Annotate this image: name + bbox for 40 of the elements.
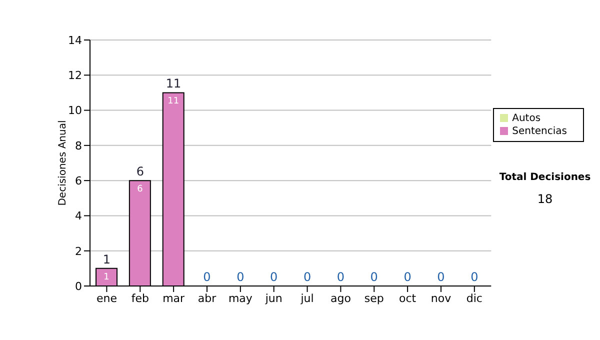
data-label: 11 [168,96,180,107]
x-tick-label: dic [466,292,482,305]
x-tick-label: may [228,292,253,305]
total-label: 0 [370,270,378,284]
total-label: 0 [404,270,412,284]
x-tick-label: sep [364,292,384,305]
y-tick-label: 12 [68,69,82,82]
text: Total Decisiones [498,172,592,183]
x-tick-label: jun [264,292,282,305]
total-label: 6 [136,164,144,179]
y-tick-label: 2 [75,244,82,258]
total-label: 11 [166,76,182,91]
total-label: 0 [437,270,445,284]
y-tick-label: 14 [68,34,82,47]
y-tick-label: 4 [75,210,82,223]
y-tick-label: 0 [75,280,82,293]
data-label: 1 [104,272,110,282]
y-tick-label: 10 [68,104,82,118]
x-tick-label: nov [430,292,452,305]
x-tick-label: oct [399,292,417,305]
text: 18 [536,192,554,206]
x-tick-label: feb [131,292,149,305]
x-tick-label: abr [198,292,217,305]
total-label: 0 [203,270,211,284]
total-label: 1 [102,252,111,266]
x-tick-label: mar [162,292,186,305]
y-tick-label: 6 [75,174,82,188]
x-tick-label: ago [330,292,352,305]
legend-label: Autos [512,113,541,124]
total-label: 0 [236,270,244,284]
y-axis-title: Decisiones Anual [58,120,69,206]
legend-label: Sentencias [512,126,567,137]
y-tick-label: 8 [75,139,82,152]
total-label: 0 [470,270,478,284]
total-label: 0 [303,270,312,284]
x-tick-label: ene [96,292,118,305]
x-tick-label: jul [300,292,314,305]
total-label: 0 [270,270,278,284]
total-label: 0 [336,270,345,284]
data-label: 6 [137,184,144,195]
